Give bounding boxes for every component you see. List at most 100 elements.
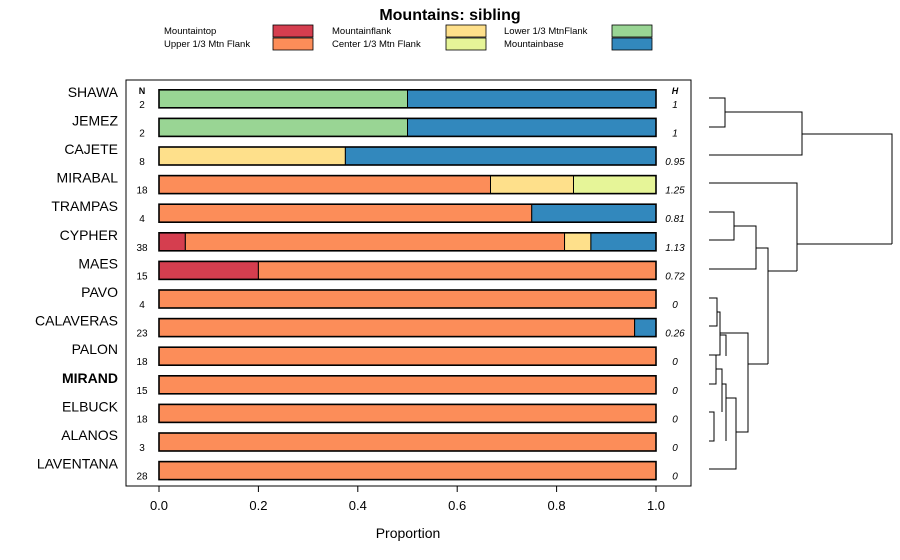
bar-segment [564, 232, 592, 252]
row-label: ALANOS [61, 427, 118, 443]
x-tick-label: 0.0 [150, 498, 168, 513]
dendrogram-branch [756, 247, 769, 364]
bar-outline [158, 346, 657, 367]
bar-outline [158, 460, 657, 481]
row-label: PALON [72, 341, 118, 357]
x-tick-label: 0.4 [349, 498, 367, 513]
bar-outline [158, 146, 657, 166]
row-label: CAJETE [64, 141, 118, 157]
h-column-header: H [672, 86, 679, 96]
bar-outline [158, 260, 657, 281]
h-value: 0.26 [665, 329, 685, 340]
h-value: 0.95 [665, 157, 685, 168]
dendrogram-branch [720, 332, 749, 433]
x-tick-label: 0.2 [249, 498, 267, 513]
bar-segment [158, 232, 186, 252]
n-value: 4 [139, 300, 145, 311]
bar-segment [257, 260, 657, 280]
bar-segment [158, 117, 408, 137]
n-value: 18 [136, 186, 148, 197]
legend-swatch [445, 37, 487, 51]
h-value: 0 [672, 472, 678, 483]
n-value: 2 [139, 100, 145, 111]
n-value: 15 [136, 386, 148, 397]
row-label: MIRABAL [57, 170, 119, 186]
dendrogram-branch [709, 111, 803, 156]
x-tick-label: 1.0 [647, 498, 665, 513]
row-label: MAES [78, 255, 118, 271]
h-value: 0 [672, 300, 678, 311]
bar-segment [158, 318, 636, 338]
n-value: 15 [136, 271, 148, 282]
h-value: 0 [672, 414, 678, 425]
n-value: 8 [139, 157, 145, 168]
bar-segment [184, 232, 566, 252]
h-value: 1.13 [665, 243, 685, 254]
row-label: MIRAND [62, 370, 118, 386]
n-value: 18 [136, 414, 148, 425]
bar-segment [572, 175, 657, 195]
bar-outline [158, 89, 657, 109]
n-value: 2 [139, 128, 145, 139]
x-tick-label: 0.8 [548, 498, 566, 513]
legend-swatch [445, 24, 487, 38]
legend: Mountaintop Upper 1/3 Mtn Flank Mountainfl… [164, 24, 653, 51]
bar-segment [158, 403, 657, 423]
n-value: 28 [136, 472, 148, 483]
plot-panel [125, 79, 692, 487]
h-value: 0.72 [665, 271, 685, 282]
bar-segment [634, 318, 657, 338]
dendrogram-branch [722, 383, 727, 441]
row-labels: SHAWA JEMEZ CAJETE MIRABAL TRAMPAS CYPHER MAES… [35, 84, 119, 472]
row-label: JEMEZ [72, 112, 118, 128]
row-label: CALAVERAS [35, 313, 118, 329]
dendrogram-branch [709, 225, 757, 270]
bar-segment [489, 175, 574, 195]
row-label: LAVENTANA [37, 456, 119, 472]
dendrogram-branch [709, 297, 718, 327]
dendrogram-branch [709, 182, 798, 271]
h-value: 1 [672, 100, 678, 111]
h-value: 0 [672, 443, 678, 454]
dendrogram-branch [802, 133, 893, 244]
dendrogram-branch [709, 311, 721, 356]
legend-label: Mountainbase [504, 39, 564, 50]
row-label: CYPHER [60, 227, 118, 243]
h-value: 0 [672, 386, 678, 397]
legend-swatch [611, 37, 653, 51]
bar-outline [158, 374, 657, 395]
legend-label: Mountaintop [164, 26, 216, 37]
bar-outline [158, 203, 657, 223]
dendrogram-branch [709, 354, 717, 385]
legend-label: Upper 1/3 Mtn Flank [164, 39, 250, 50]
bar-segment [407, 89, 657, 109]
dendrogram-branch [709, 211, 735, 241]
bar-segment [158, 432, 657, 452]
dendrogram-branch [716, 368, 723, 412]
n-column-header: N [139, 86, 146, 96]
row-label: TRAMPAS [51, 198, 118, 214]
bars-layer [158, 89, 657, 481]
legend-label: Lower 1/3 MtnFlank [504, 26, 588, 37]
bar-segment [344, 146, 657, 166]
n-value: 4 [139, 214, 145, 225]
bar-segment [158, 146, 346, 166]
h-value: 0 [672, 357, 678, 368]
bar-segment [590, 232, 657, 252]
bar-outline [158, 232, 657, 252]
legend-swatch [611, 24, 653, 38]
row-label: SHAWA [68, 84, 119, 100]
legend-label: Mountainflank [332, 26, 391, 37]
bar-segment [407, 117, 657, 137]
bar-segment [158, 375, 657, 395]
h-value: 0.81 [665, 214, 684, 225]
n-value: 38 [136, 243, 148, 254]
bar-segment [531, 203, 657, 223]
n-value: 18 [136, 357, 148, 368]
dendrogram-branch [709, 97, 726, 128]
dendrogram-branch [709, 397, 737, 470]
n-value: 23 [136, 329, 148, 340]
bar-segment [158, 461, 657, 481]
